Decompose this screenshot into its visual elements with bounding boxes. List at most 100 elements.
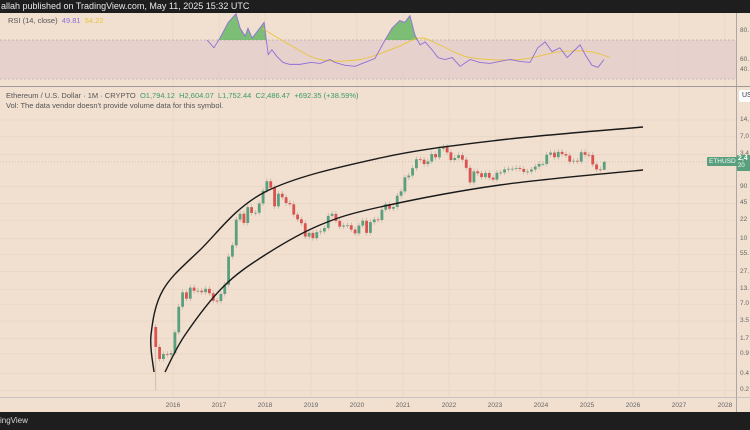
candle-up	[204, 288, 207, 293]
candle-up	[177, 306, 181, 333]
candle-up	[369, 222, 372, 233]
lower-channel-line[interactable]	[164, 169, 644, 373]
chart-canvas[interactable]: 2016 2017 2018 2019 2020 2021 2022 2023 2024 2025…	[0, 13, 750, 412]
price-axis-label: 1.7	[740, 334, 750, 342]
price-change: +692.35 (+38.59%)	[294, 91, 359, 100]
time-axis-label: 2028	[718, 402, 733, 409]
candle-up	[238, 213, 242, 220]
candle-down	[284, 197, 288, 204]
rsi-line	[206, 13, 605, 68]
candle-down	[154, 326, 158, 347]
time-axis-label: 2018	[258, 402, 273, 409]
candle-up	[411, 168, 414, 176]
candle-up	[372, 219, 376, 223]
candle-up	[357, 225, 361, 234]
candle-up	[407, 175, 411, 178]
price-axis-label: 3,4	[740, 150, 750, 158]
rsi-title: RSI (14, close)	[8, 16, 58, 25]
candle-down	[560, 151, 564, 155]
candle-up	[307, 232, 311, 237]
time-axis[interactable]: 2016 2017 2018 2019 2020 2021 2022 2023 2024 2025…	[166, 402, 733, 409]
symbol-legend[interactable]: Ethereum / U.S. Dollar · 1M · CRYPTO O1,…	[6, 91, 359, 100]
price-axis-label: 55.	[740, 250, 750, 258]
candle-up	[602, 161, 606, 170]
candle-up	[503, 169, 506, 173]
candle-down	[365, 220, 368, 233]
candle-up	[495, 172, 499, 180]
time-axis-label: 2020	[350, 402, 365, 409]
candle-up	[315, 232, 319, 239]
candle-up	[361, 220, 365, 226]
candle-down	[280, 193, 284, 198]
candle-down	[491, 177, 495, 180]
candle-up	[323, 228, 326, 232]
candle-down	[192, 287, 196, 291]
time-axis-label: 2023	[488, 402, 503, 409]
candle-down	[587, 154, 591, 156]
ticker-tag: ETHUSD	[707, 157, 738, 166]
ohlc-low: L1,752.44	[217, 91, 252, 100]
price-axis-label: 0.4	[740, 369, 750, 377]
candle-up	[380, 209, 384, 221]
candle-down	[288, 203, 292, 205]
candle-up	[342, 225, 345, 227]
candle-down	[303, 223, 307, 237]
time-axis-label: 2017	[212, 402, 227, 409]
candle-up	[319, 231, 322, 233]
candle-down	[376, 219, 380, 221]
time-axis-label: 2016	[166, 402, 181, 409]
candle-down	[568, 155, 572, 162]
time-axis-label: 2027	[672, 402, 687, 409]
price-axis-label: 0.9	[740, 349, 750, 357]
candle-up	[384, 204, 388, 210]
candle-up	[510, 168, 514, 170]
price-axis-label: 27.	[740, 267, 750, 275]
price-axis-label: 3.5	[740, 317, 750, 325]
candle-down	[300, 219, 303, 224]
candle-down	[595, 164, 598, 170]
candle-up	[234, 219, 238, 246]
candle-up	[219, 293, 223, 301]
candle-up	[426, 161, 430, 165]
price-axis-label: 0.2	[740, 386, 750, 394]
candle-down	[553, 152, 556, 158]
candle-down	[185, 292, 188, 299]
ohlc-high: H2,604.07	[179, 91, 214, 100]
candle-up	[223, 284, 227, 294]
candle-down	[165, 353, 169, 355]
candle-up	[472, 171, 476, 183]
rsi-legend[interactable]: RSI (14, close) 49.81 54.22	[8, 16, 104, 25]
volume-note: Vol: The data vendor doesn't provide vol…	[6, 101, 224, 110]
rsi-overbought-fill	[207, 13, 605, 40]
candle-down	[480, 173, 483, 178]
symbol-name: Ethereum / U.S. Dollar · 1M · CRYPTO	[6, 91, 136, 100]
currency-button[interactable]: US	[739, 90, 750, 102]
candle-down	[434, 154, 437, 158]
time-axis-label: 2024	[534, 402, 549, 409]
candle-up	[261, 190, 265, 204]
candle-down	[599, 169, 602, 171]
price-axis-label: 7,0	[740, 132, 750, 140]
ohlc-close: C2,486.47	[255, 91, 291, 100]
price-axis-label: 10	[740, 234, 748, 242]
candle-up	[196, 290, 200, 292]
rsi-band	[0, 40, 736, 79]
candle-down	[200, 290, 204, 293]
candle-down	[158, 346, 161, 360]
candle-down	[353, 229, 357, 234]
candle-down	[388, 204, 391, 209]
candle-up	[453, 157, 457, 160]
candle-up	[545, 154, 549, 164]
candle-up	[254, 212, 257, 214]
candle-up	[173, 332, 177, 354]
rsi-ma-value: 54.22	[84, 16, 104, 25]
rsi-value: 49.81	[61, 16, 81, 25]
price-axis-label: 14,	[740, 116, 750, 123]
candle-up	[579, 152, 583, 162]
candle-down	[334, 213, 338, 221]
candle-down	[422, 159, 426, 165]
candle-up	[530, 169, 533, 172]
publisher-text: allah published on TradingView.com, May …	[1, 1, 250, 11]
candle-up	[514, 167, 518, 169]
upper-channel-line[interactable]	[149, 126, 644, 373]
